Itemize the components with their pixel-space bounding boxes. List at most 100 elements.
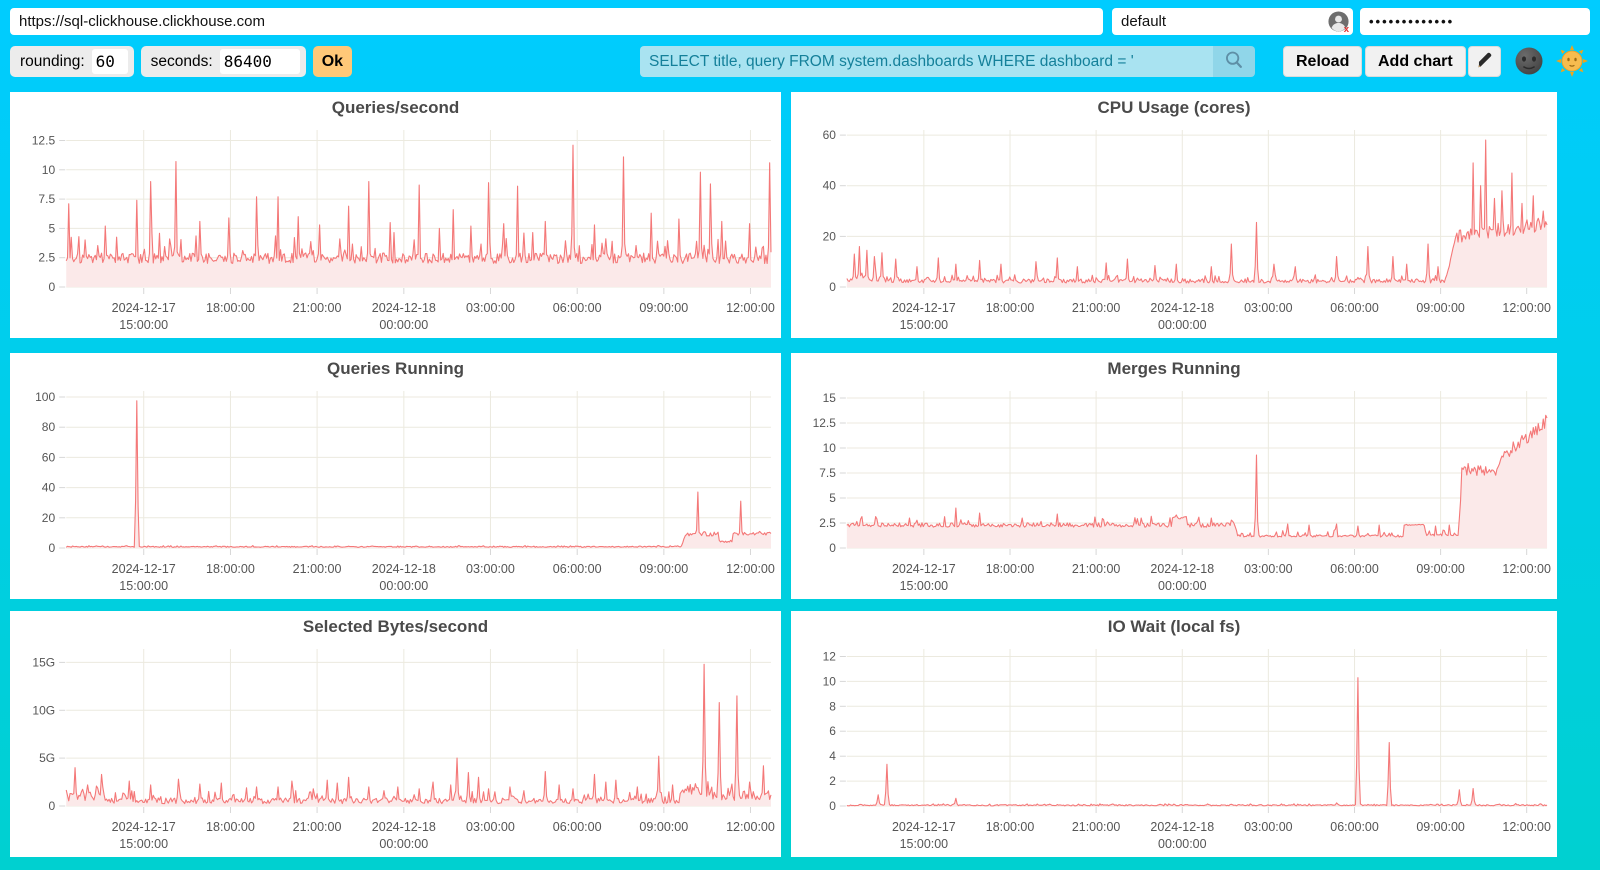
svg-text:2024-12-18: 2024-12-18 <box>372 820 436 834</box>
chart-title: Merges Running <box>1107 359 1241 378</box>
svg-text:21:00:00: 21:00:00 <box>293 820 342 834</box>
query-input[interactable] <box>640 46 1213 77</box>
svg-text:21:00:00: 21:00:00 <box>293 301 342 315</box>
svg-text:2: 2 <box>829 774 836 788</box>
svg-text:10: 10 <box>823 441 837 455</box>
svg-text:5: 5 <box>829 491 836 505</box>
server-url-input[interactable] <box>10 8 1103 35</box>
svg-text:40: 40 <box>42 481 56 495</box>
chart-plot-merges-running[interactable]: 0 2.5 5 7.5 10 12.5 15 2024-12-17 15:00:00 18:00:… <box>791 383 1557 599</box>
chart-title: Queries/second <box>331 98 460 117</box>
svg-text:03:00:00: 03:00:00 <box>466 562 515 576</box>
chart-plot-queries-running[interactable]: 0 20 40 60 80 100 2024-12-17 15:00:00 18:00:00 21… <box>10 383 781 599</box>
chart-card-selected-bytes: Selected Bytes/second 0 5G 10G 15G 2024-12-1… <box>10 611 781 857</box>
svg-text:06:00:00: 06:00:00 <box>553 562 602 576</box>
svg-text:2.5: 2.5 <box>38 251 55 265</box>
svg-text:18:00:00: 18:00:00 <box>206 301 255 315</box>
svg-text:2024-12-18: 2024-12-18 <box>1150 820 1214 834</box>
svg-text:2024-12-17: 2024-12-17 <box>892 820 956 834</box>
svg-text:15G: 15G <box>32 655 55 669</box>
svg-text:10: 10 <box>42 163 56 177</box>
chart-plot-selected-bytes[interactable]: 0 5G 10G 15G 2024-12-17 15:00:00 18:00:00 21:00… <box>10 641 781 857</box>
chart-title: CPU Usage (cores) <box>1097 98 1251 117</box>
reload-button[interactable]: Reload <box>1283 46 1363 77</box>
svg-text:2024-12-18: 2024-12-18 <box>1150 301 1214 315</box>
svg-text:00:00:00: 00:00:00 <box>379 579 428 593</box>
svg-text:2024-12-17: 2024-12-17 <box>112 562 176 576</box>
rounding-control: rounding: <box>10 46 134 77</box>
svg-text:6: 6 <box>829 724 836 738</box>
svg-text:15:00:00: 15:00:00 <box>119 579 168 593</box>
svg-text:7.5: 7.5 <box>38 192 55 206</box>
svg-text:10G: 10G <box>32 703 55 717</box>
svg-text:03:00:00: 03:00:00 <box>466 301 515 315</box>
svg-text:80: 80 <box>42 420 56 434</box>
svg-text:09:00:00: 09:00:00 <box>1416 820 1465 834</box>
svg-text:7.5: 7.5 <box>819 466 836 480</box>
svg-text:0: 0 <box>48 799 55 813</box>
chart-title: Selected Bytes/second <box>302 617 489 636</box>
svg-text:03:00:00: 03:00:00 <box>1244 820 1293 834</box>
chart-plot-cpu-usage[interactable]: 0 20 40 60 2024-12-17 15:00:00 18:00:00 21:00:0… <box>791 122 1557 338</box>
light-theme-toggle[interactable] <box>1556 45 1588 77</box>
chart-card-queries-running: Queries Running 0 20 40 60 80 100 2024-12-17 15… <box>10 353 781 599</box>
svg-text:09:00:00: 09:00:00 <box>1416 301 1465 315</box>
svg-text:100: 100 <box>35 390 55 404</box>
seconds-label: seconds: <box>150 52 213 70</box>
svg-text:2024-12-18: 2024-12-18 <box>372 562 436 576</box>
svg-text:21:00:00: 21:00:00 <box>1072 562 1121 576</box>
user-input[interactable] <box>1112 8 1353 35</box>
svg-text:15: 15 <box>823 391 837 405</box>
svg-text:15:00:00: 15:00:00 <box>119 318 168 332</box>
svg-text:03:00:00: 03:00:00 <box>1244 562 1293 576</box>
edit-button[interactable] <box>1468 46 1501 77</box>
svg-text:5G: 5G <box>39 751 55 765</box>
search-button[interactable] <box>1213 46 1255 77</box>
svg-text:12:00:00: 12:00:00 <box>726 562 775 576</box>
chart-card-io-wait: IO Wait (local fs) 0 2 4 6 8 10 12 2024-12-17 15… <box>791 611 1557 857</box>
svg-text:60: 60 <box>42 450 56 464</box>
add-chart-button[interactable]: Add chart <box>1365 46 1466 77</box>
svg-text:18:00:00: 18:00:00 <box>206 562 255 576</box>
svg-text:0: 0 <box>829 541 836 555</box>
svg-text:0: 0 <box>829 280 836 294</box>
svg-text:21:00:00: 21:00:00 <box>1072 301 1121 315</box>
svg-text:2024-12-18: 2024-12-18 <box>372 301 436 315</box>
chart-card-cpu-usage: CPU Usage (cores) 0 20 40 60 2024-12-17 15:00… <box>791 92 1557 338</box>
svg-text:06:00:00: 06:00:00 <box>1330 562 1379 576</box>
chart-card-merges-running: Merges Running 0 2.5 5 7.5 10 12.5 15 2024-12-1… <box>791 353 1557 599</box>
svg-text:18:00:00: 18:00:00 <box>986 301 1035 315</box>
svg-text:2024-12-17: 2024-12-17 <box>112 301 176 315</box>
params-cluster: rounding: seconds: Ok <box>10 46 353 77</box>
svg-text:03:00:00: 03:00:00 <box>466 820 515 834</box>
svg-text:09:00:00: 09:00:00 <box>1416 562 1465 576</box>
ok-button[interactable]: Ok <box>312 46 353 77</box>
svg-text:20: 20 <box>42 511 56 525</box>
svg-text:06:00:00: 06:00:00 <box>1330 820 1379 834</box>
chart-plot-queries-per-second[interactable]: 0 2.5 5 7.5 10 12.5 2024-12-17 15:00:00 18:00:00… <box>10 122 781 338</box>
svg-text:2024-12-17: 2024-12-17 <box>892 301 956 315</box>
chart-card-queries-per-second: Queries/second 0 2.5 5 7.5 10 12.5 2024-12-17 1… <box>10 92 781 338</box>
svg-text:06:00:00: 06:00:00 <box>553 301 602 315</box>
svg-text:0: 0 <box>48 280 55 294</box>
svg-text:2024-12-17: 2024-12-17 <box>892 562 956 576</box>
svg-text:15:00:00: 15:00:00 <box>900 837 949 851</box>
chart-plot-io-wait[interactable]: 0 2 4 6 8 10 12 2024-12-17 15:00:00 18:00:00 21:00… <box>791 641 1557 857</box>
dark-theme-toggle[interactable] <box>1513 45 1545 77</box>
svg-text:12.5: 12.5 <box>32 134 56 148</box>
seconds-control: seconds: <box>140 46 306 77</box>
svg-text:00:00:00: 00:00:00 <box>1158 318 1207 332</box>
password-input[interactable] <box>1360 8 1590 35</box>
svg-text:20: 20 <box>823 229 837 243</box>
search-icon <box>1223 49 1245 74</box>
svg-text:12:00:00: 12:00:00 <box>1502 562 1551 576</box>
svg-text:21:00:00: 21:00:00 <box>1072 820 1121 834</box>
svg-text:8: 8 <box>829 699 836 713</box>
svg-text:2024-12-18: 2024-12-18 <box>1150 562 1214 576</box>
rounding-input[interactable] <box>91 49 128 74</box>
svg-text:00:00:00: 00:00:00 <box>1158 837 1207 851</box>
svg-text:12.5: 12.5 <box>813 416 837 430</box>
user-autofill-icon[interactable]: x <box>1327 10 1350 35</box>
seconds-input[interactable] <box>219 49 300 74</box>
svg-text:09:00:00: 09:00:00 <box>639 301 688 315</box>
